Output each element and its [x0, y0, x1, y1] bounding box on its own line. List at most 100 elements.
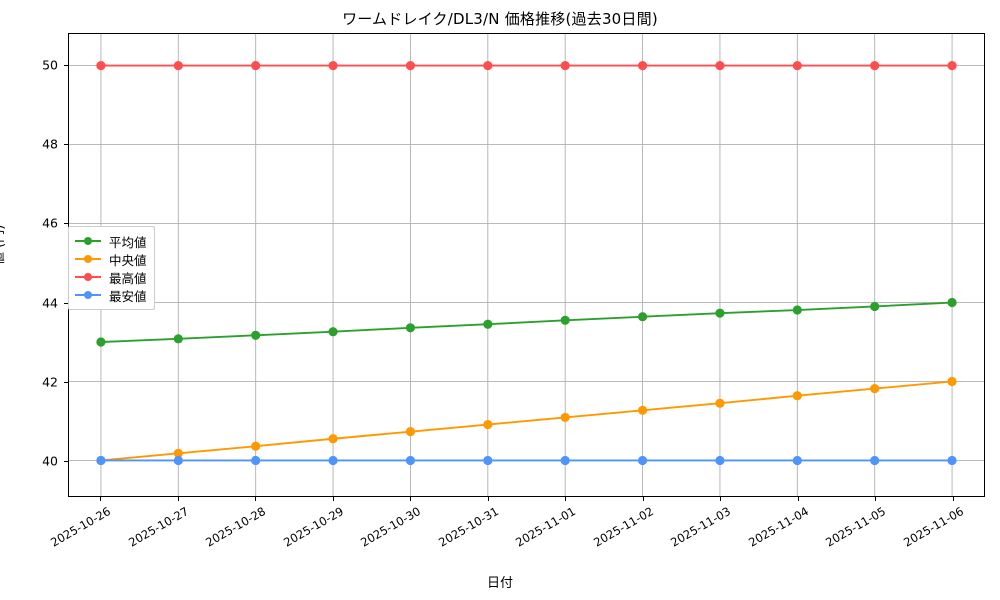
- x-tick-mark: [565, 497, 567, 501]
- data-point-marker: [96, 61, 106, 71]
- legend-item-label: 最高値: [109, 270, 147, 286]
- y-tick-mark: [64, 381, 68, 383]
- data-point-marker: [405, 323, 416, 333]
- data-point-marker: [715, 455, 725, 466]
- data-point-marker: [870, 61, 880, 71]
- plot-area: [68, 33, 985, 497]
- x-tick-label: 2025-11-03: [668, 504, 734, 550]
- page-title: ワームドレイク/DL3/N 価格推移(過去30日間): [342, 10, 658, 28]
- x-tick-mark: [953, 497, 954, 501]
- legend-item-0[interactable]: 平均値: [75, 232, 147, 250]
- data-point-marker: [792, 391, 802, 401]
- x-tick-mark: [487, 497, 489, 501]
- data-point-marker: [251, 441, 261, 451]
- x-tick-label: 2025-10-30: [358, 504, 424, 550]
- legend-swatch-icon: [75, 270, 101, 284]
- x-tick-mark: [410, 497, 412, 501]
- data-point-marker: [483, 319, 493, 329]
- x-tick-mark: [642, 497, 644, 501]
- x-axis-ticks: 2025-10-26 2025-10-27 2025-10-28 2025-10-29…: [48, 497, 985, 597]
- data-point-marker: [637, 312, 648, 322]
- x-tick-label: 2025-10-29: [280, 504, 346, 550]
- y-tick-label: 44: [42, 295, 58, 311]
- y-tick-label: 40: [42, 453, 58, 469]
- data-point-marker: [947, 61, 957, 71]
- data-point-marker: [251, 330, 261, 340]
- data-point-marker: [792, 455, 802, 466]
- data-point-marker: [947, 297, 957, 308]
- x-tick-mark: [875, 497, 877, 501]
- data-point-marker: [173, 61, 183, 71]
- x-tick-mark: [797, 497, 799, 501]
- data-point-marker: [173, 455, 183, 466]
- y-tick-label: 50: [42, 57, 58, 73]
- data-point-marker: [96, 337, 106, 347]
- data-point-marker: [328, 327, 338, 337]
- data-point-marker: [870, 455, 880, 466]
- chart-legend: 平均値中央値最高値最安値: [68, 226, 155, 310]
- legend-item-label: 最安値: [109, 288, 147, 304]
- legend-swatch-icon: [75, 234, 101, 248]
- data-point-marker: [405, 427, 416, 437]
- x-tick-label: 2025-11-01: [513, 504, 579, 550]
- data-point-marker: [96, 455, 106, 466]
- data-point-marker: [870, 384, 880, 394]
- x-tick-mark: [100, 497, 101, 501]
- x-tick-mark: [720, 497, 722, 501]
- data-point-marker: [328, 455, 338, 466]
- data-point-marker: [483, 419, 493, 430]
- series-line-1: [99, 380, 954, 462]
- y-tick-mark: [64, 302, 68, 304]
- legend-swatch-icon: [75, 252, 101, 266]
- data-point-marker: [405, 61, 416, 71]
- data-point-marker: [637, 61, 648, 71]
- data-point-marker: [637, 405, 648, 415]
- series-line-0: [99, 301, 954, 343]
- legend-item-3[interactable]: 最安値: [75, 286, 147, 304]
- data-point-marker: [251, 61, 261, 71]
- data-point-marker: [715, 308, 725, 318]
- data-point-marker: [560, 61, 570, 71]
- data-point-marker: [483, 61, 493, 71]
- data-point-marker: [173, 334, 183, 344]
- data-point-marker: [173, 448, 183, 458]
- data-point-marker: [637, 455, 648, 466]
- x-tick-mark: [177, 497, 179, 501]
- y-tick-mark: [64, 461, 68, 463]
- x-tick-label: 2025-10-28: [203, 504, 269, 550]
- x-tick-label: 2025-11-02: [590, 504, 656, 550]
- data-point-marker: [251, 455, 261, 466]
- x-tick-label: 2025-10-26: [48, 504, 113, 550]
- data-point-marker: [947, 376, 957, 387]
- data-series-layer: [96, 61, 957, 466]
- y-tick-label: 42: [42, 374, 58, 390]
- y-tick-mark: [64, 64, 68, 66]
- data-point-marker: [328, 434, 338, 444]
- legend-item-1[interactable]: 中央値: [75, 250, 147, 268]
- legend-swatch-icon: [75, 288, 101, 302]
- data-point-marker: [328, 61, 338, 71]
- x-tick-mark: [332, 497, 334, 501]
- x-axis-label: 日付: [486, 576, 513, 591]
- legend-item-2[interactable]: 最高値: [75, 268, 147, 286]
- data-point-marker: [947, 455, 957, 466]
- legend-item-label: 中央値: [109, 252, 147, 268]
- y-tick-mark: [64, 144, 68, 146]
- x-tick-label: 2025-10-31: [435, 504, 501, 550]
- x-tick-label: 2025-11-04: [746, 504, 811, 550]
- data-point-marker: [560, 455, 570, 466]
- data-point-marker: [715, 398, 725, 408]
- data-point-marker: [792, 305, 802, 315]
- y-tick-mark: [64, 223, 68, 225]
- x-tick-label: 2025-10-27: [125, 504, 191, 550]
- data-point-marker: [715, 61, 725, 71]
- data-point-marker: [792, 61, 802, 71]
- data-point-marker: [405, 455, 416, 466]
- data-point-marker: [560, 315, 570, 325]
- x-tick-label: 2025-11-05: [823, 504, 889, 550]
- data-point-marker: [870, 301, 880, 312]
- data-point-marker: [560, 412, 570, 423]
- data-point-marker: [483, 455, 493, 466]
- y-tick-label: 46: [42, 215, 58, 231]
